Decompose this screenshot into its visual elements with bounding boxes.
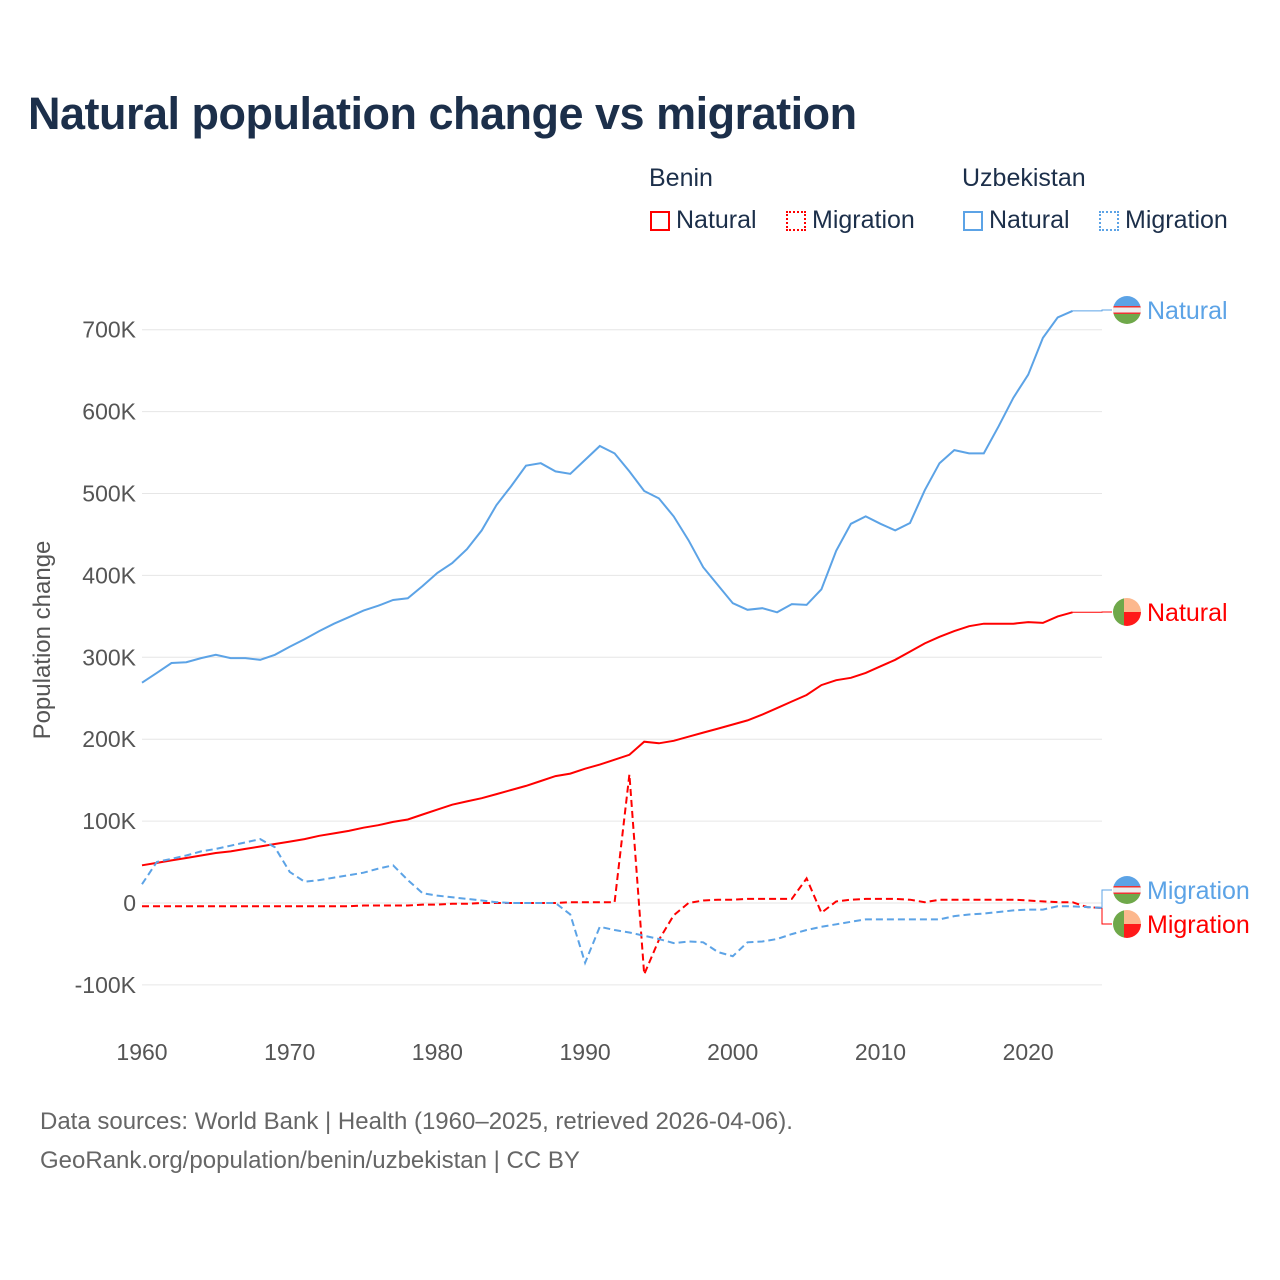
flag-clip	[1113, 296, 1141, 324]
flag-stripe-blue	[1113, 876, 1141, 886]
flag-stripe-green	[1113, 314, 1141, 324]
x-tick-label: 2010	[855, 1039, 906, 1065]
x-tick-label: 1990	[559, 1039, 610, 1065]
flag-stripe-green	[1113, 910, 1124, 938]
legend-swatch-solid-blue	[963, 210, 983, 231]
flag-stripe-red	[1124, 924, 1141, 938]
y-tick-label: 200K	[82, 726, 136, 752]
flag-stripe-white	[1113, 886, 1141, 894]
uzbekistan-natural-line	[141, 309, 1073, 684]
legend-benin-natural[interactable]: Natural	[650, 206, 757, 235]
y-tick-label: 0	[123, 890, 136, 916]
benin-natural-line	[141, 611, 1073, 867]
flag-stripe-red	[1113, 306, 1141, 308]
flag-stripe-white	[1113, 306, 1141, 314]
legend-benin-migration[interactable]: Migration	[786, 206, 915, 235]
legend-label: Natural	[676, 206, 757, 234]
y-tick-label: 300K	[82, 644, 136, 670]
source-line-1: Data sources: World Bank | Health (1960–…	[40, 1108, 793, 1135]
y-tick-label: 700K	[82, 317, 136, 343]
y-tick-label: 400K	[82, 562, 136, 588]
flag-stripe-blue	[1113, 296, 1141, 306]
end-label-connector	[1101, 907, 1112, 925]
end-label-bj-natural: Natural	[1147, 599, 1228, 627]
flag-clip	[1113, 598, 1141, 626]
flag-stripe-red	[1124, 612, 1141, 626]
end-label-uz-natural: Natural	[1147, 297, 1228, 325]
legend-swatch-solid-red	[650, 210, 670, 231]
end-label-connector	[1101, 889, 1112, 908]
x-tick-label: 1960	[116, 1039, 167, 1065]
legend-uzbekistan-natural[interactable]: Natural	[963, 206, 1070, 235]
flag-stripe-green	[1113, 894, 1141, 904]
legend-swatch-dotted-red	[786, 210, 806, 231]
y-axis-label: Population change	[29, 541, 56, 740]
uzbekistan-flag-icon	[1113, 876, 1141, 904]
x-tick-label: 2020	[1003, 1039, 1054, 1065]
end-label-uz-migration: Migration	[1147, 877, 1250, 905]
flag-stripe-yellow	[1124, 910, 1141, 924]
benin-migration-line	[142, 774, 1103, 975]
y-tick-label: 100K	[82, 808, 136, 834]
source-line-2[interactable]: GeoRank.org/population/benin/uzbekistan …	[40, 1147, 580, 1174]
x-tick-label: 2000	[707, 1039, 758, 1065]
flag-stripe-green	[1113, 598, 1124, 626]
y-tick-label: 500K	[82, 481, 136, 507]
legend-label: Migration	[1125, 206, 1228, 234]
chart-title: Natural population change vs migration	[28, 88, 857, 139]
uzbekistan-migration-line	[141, 838, 1103, 966]
y-tick-label: 600K	[82, 399, 136, 425]
legend-label: Natural	[989, 206, 1070, 234]
x-tick-label: 1970	[264, 1039, 315, 1065]
flag-clip	[1113, 910, 1141, 938]
x-tick-label: 1980	[412, 1039, 463, 1065]
flag-stripe-red	[1113, 892, 1141, 894]
uzbekistan-flag-icon	[1113, 296, 1141, 324]
benin-flag-icon	[1113, 598, 1141, 626]
legend-group-benin: Benin	[649, 164, 713, 192]
legend-swatch-dotted-blue	[1099, 210, 1119, 231]
y-tick-label: -100K	[75, 972, 137, 998]
flag-stripe-red	[1113, 312, 1141, 314]
end-label-connector	[1072, 309, 1112, 312]
legend-group-uzbekistan: Uzbekistan	[962, 164, 1086, 192]
flag-stripe-red	[1113, 886, 1141, 888]
legend-label: Migration	[812, 206, 915, 234]
end-label-bj-migration: Migration	[1147, 911, 1250, 939]
legend-uzbekistan-migration[interactable]: Migration	[1099, 206, 1228, 235]
flag-stripe-yellow	[1124, 598, 1141, 612]
benin-flag-icon	[1113, 910, 1141, 938]
flag-clip	[1113, 876, 1141, 904]
